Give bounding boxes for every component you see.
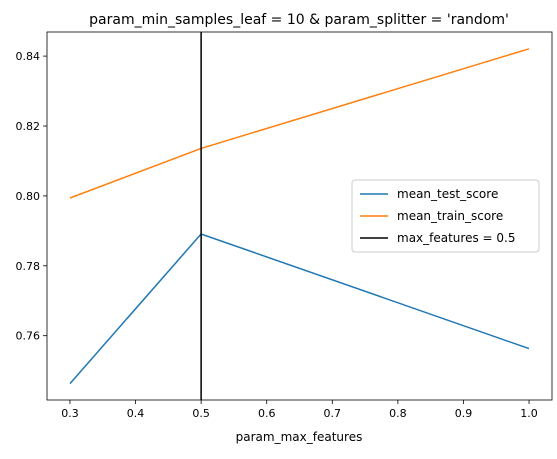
y-tick-label: 0.84: [16, 50, 41, 63]
x-tick-label: 0.3: [61, 407, 79, 420]
legend-label: mean_test_score: [397, 187, 498, 201]
series-layer: [69, 32, 530, 400]
legend-label: mean_train_score: [397, 209, 503, 223]
x-tick-label: 0.9: [455, 407, 473, 420]
axes-frame: [46, 31, 553, 401]
x-tick-label: 0.5: [192, 407, 210, 420]
legend-label: max_features = 0.5: [397, 231, 516, 245]
y-tick-label: 0.82: [16, 120, 41, 133]
x-tick-label: 0.7: [324, 407, 342, 420]
ticks-layer: 0.3 0.4 0.5 0.6 0.7 0.8 0.9 1.0 0.76 0.78 0.80 0.82…: [16, 50, 538, 420]
x-tick-label: 1.0: [520, 407, 538, 420]
legend-box: [351, 179, 540, 253]
y-tick-label: 0.78: [16, 260, 41, 273]
y-tick-label: 0.80: [16, 190, 41, 203]
axes-layer: [46, 31, 553, 401]
x-axis-label: param_max_features: [236, 430, 363, 444]
y-tick-label: 0.76: [16, 330, 41, 343]
legend: mean_test_score mean_train_score max_featu…: [351, 179, 540, 253]
chart-title: param_min_samples_leaf = 10 & param_spli…: [89, 12, 509, 28]
x-tick-label: 0.6: [258, 407, 276, 420]
x-tick-label: 0.8: [389, 407, 407, 420]
x-tick-label: 0.4: [127, 407, 145, 420]
